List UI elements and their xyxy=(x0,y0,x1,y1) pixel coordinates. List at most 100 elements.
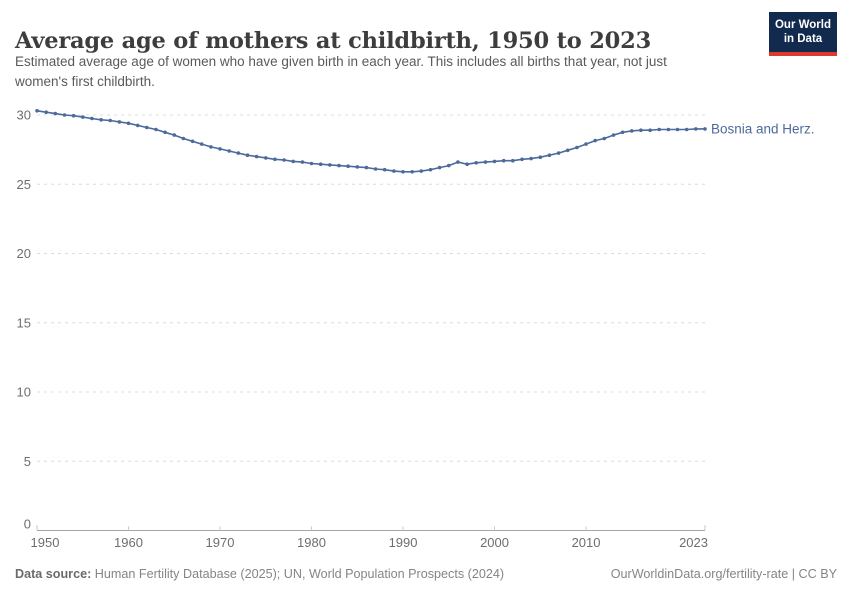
data-point[interactable] xyxy=(565,148,570,153)
data-point[interactable] xyxy=(630,129,634,133)
x-tick-label: 1950 xyxy=(31,535,60,550)
data-point[interactable] xyxy=(483,160,488,164)
data-point[interactable] xyxy=(611,133,616,137)
data-point[interactable] xyxy=(501,158,506,163)
data-point[interactable] xyxy=(620,130,625,135)
y-tick-label: 0 xyxy=(24,517,31,532)
y-tick-label: 15 xyxy=(17,315,31,330)
data-point[interactable] xyxy=(181,136,186,141)
x-tick-label: 1970 xyxy=(206,535,235,550)
x-tick-label: 2000 xyxy=(480,535,509,550)
data-point[interactable] xyxy=(675,127,680,132)
data-point[interactable] xyxy=(117,120,122,124)
data-point[interactable] xyxy=(511,158,515,163)
x-tick-label: 1960 xyxy=(114,535,143,550)
data-point[interactable] xyxy=(382,167,387,172)
data-point[interactable] xyxy=(35,109,39,113)
x-tick-label: 1990 xyxy=(389,535,418,550)
data-point[interactable] xyxy=(199,142,204,146)
x-tick-label: 1980 xyxy=(297,535,326,550)
data-point[interactable] xyxy=(172,133,177,137)
series-line-bosnia[interactable] xyxy=(36,110,706,173)
data-point[interactable] xyxy=(163,130,167,135)
data-point[interactable] xyxy=(126,121,131,126)
data-point[interactable] xyxy=(309,161,314,166)
data-point[interactable] xyxy=(456,160,460,164)
data-point[interactable] xyxy=(447,163,451,168)
owid-logo-line1: Our World xyxy=(774,19,831,31)
page-title: Average age of mothers at childbirth, 19… xyxy=(15,28,652,55)
data-point[interactable] xyxy=(556,151,561,155)
data-point[interactable] xyxy=(355,165,360,169)
data-point[interactable] xyxy=(328,163,332,167)
credit-link[interactable]: OurWorldinData.org/fertility-rate | CC B… xyxy=(610,567,837,581)
data-point[interactable] xyxy=(437,165,442,170)
data-point[interactable] xyxy=(337,163,341,168)
series-label-bosnia[interactable]: Bosnia and Herz. xyxy=(711,121,815,136)
data-source-note: Data source: Human Fertility Database (2… xyxy=(15,567,504,581)
data-point[interactable] xyxy=(401,170,405,174)
data-point[interactable] xyxy=(90,116,94,121)
line-chart: 0 5 10 15 20 25 30 1950 1960 1970 1980 1990 2000 2010… xyxy=(0,103,850,563)
y-tick-label: 10 xyxy=(17,385,31,400)
data-point[interactable] xyxy=(254,154,259,159)
data-point[interactable] xyxy=(236,151,241,155)
owid-logo[interactable]: Our World in Data xyxy=(769,12,837,57)
data-point[interactable] xyxy=(209,145,213,149)
data-point[interactable] xyxy=(245,153,250,157)
data-point[interactable] xyxy=(282,158,286,162)
data-point[interactable] xyxy=(135,123,140,128)
data-point[interactable] xyxy=(318,162,323,166)
x-tick-label: 2023 xyxy=(679,535,708,550)
data-point[interactable] xyxy=(492,159,497,164)
data-point[interactable] xyxy=(584,142,588,146)
data-point[interactable] xyxy=(684,127,689,132)
y-tick-label: 5 xyxy=(24,454,31,469)
data-point[interactable] xyxy=(227,149,231,153)
data-point[interactable] xyxy=(547,153,552,157)
data-point[interactable] xyxy=(373,167,378,171)
data-point[interactable] xyxy=(145,125,149,130)
data-point[interactable] xyxy=(657,127,661,132)
data-point[interactable] xyxy=(81,115,85,119)
data-point[interactable] xyxy=(364,165,369,170)
chart-subtitle-line2: women's first childbirth. xyxy=(15,73,155,89)
data-point[interactable] xyxy=(53,111,58,116)
data-point[interactable] xyxy=(529,156,533,161)
data-point[interactable] xyxy=(62,113,67,117)
data-point[interactable] xyxy=(99,118,103,122)
data-point[interactable] xyxy=(575,145,579,150)
data-point[interactable] xyxy=(44,110,48,114)
data-point[interactable] xyxy=(428,167,433,172)
data-point[interactable] xyxy=(593,138,597,143)
data-point[interactable] xyxy=(190,139,195,144)
data-point[interactable] xyxy=(602,136,607,141)
data-point[interactable] xyxy=(666,127,671,132)
data-point[interactable] xyxy=(291,159,296,164)
data-point[interactable] xyxy=(264,156,268,160)
data-point[interactable] xyxy=(703,127,707,131)
x-tick-label: 2010 xyxy=(572,535,601,550)
data-point[interactable] xyxy=(639,128,643,132)
data-point[interactable] xyxy=(218,147,222,151)
data-point[interactable] xyxy=(346,164,350,168)
data-point[interactable] xyxy=(273,157,277,162)
data-point[interactable] xyxy=(300,160,305,164)
data-point[interactable] xyxy=(694,127,698,131)
data-source-label: Data source: xyxy=(15,567,92,581)
data-point[interactable] xyxy=(520,157,524,162)
data-point[interactable] xyxy=(154,127,158,132)
chart-subtitle: Estimated average age of women who have … xyxy=(15,52,755,91)
line-chart-canvas: 0 5 10 15 20 25 30 1950 1960 1970 1980 1990 2000 2010… xyxy=(17,108,815,551)
owid-logo-line2: in Data xyxy=(783,32,823,45)
data-point[interactable] xyxy=(648,128,652,132)
data-point[interactable] xyxy=(465,162,469,166)
data-point[interactable] xyxy=(538,155,543,159)
data-point[interactable] xyxy=(392,169,396,173)
data-point[interactable] xyxy=(410,170,415,174)
data-point[interactable] xyxy=(71,113,76,118)
data-point[interactable] xyxy=(474,161,479,165)
chart-footer: Data source: Human Fertility Database (2… xyxy=(15,567,837,581)
data-point[interactable] xyxy=(108,118,112,123)
data-point[interactable] xyxy=(419,169,424,173)
